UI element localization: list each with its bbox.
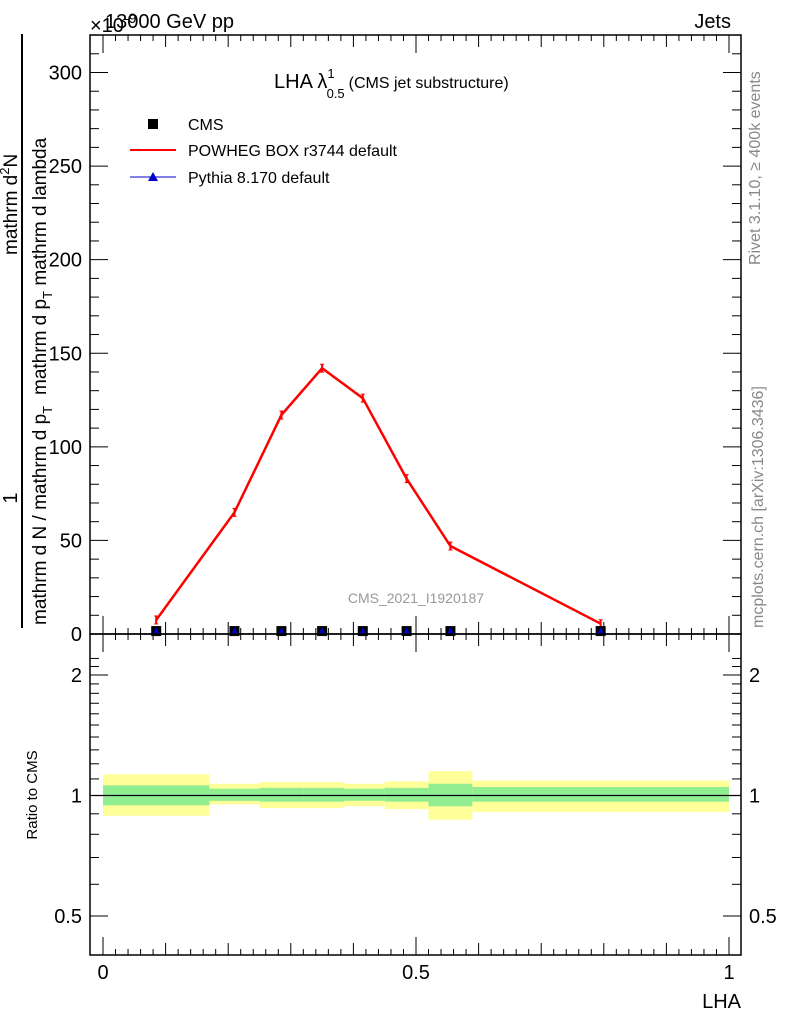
main-data bbox=[151, 363, 606, 637]
legend-label-powheg: POWHEG BOX r3744 default bbox=[188, 143, 398, 160]
ratio-y-label: Ratio to CMS bbox=[24, 750, 41, 839]
y-axis-label: 1 mathrm d N / mathrm d pT mathrm d2N ma… bbox=[0, 34, 55, 628]
ratio-y-tick-label: 1 bbox=[71, 786, 82, 808]
ratio-y-tick-label: 2 bbox=[71, 665, 82, 687]
ylabel-numerator-right: mathrm d2N bbox=[0, 154, 22, 255]
ratio-stat-band bbox=[259, 787, 304, 802]
ratio-stat-band bbox=[344, 788, 385, 801]
energy-label: 13000 GeV pp bbox=[105, 11, 234, 33]
x-axis-label: LHA bbox=[702, 991, 742, 1013]
legend: CMS POWHEG BOX r3744 default Pythia 8.17… bbox=[130, 117, 398, 187]
ylabel-denominator-right: mathrm d pT mathrm d lambda bbox=[30, 137, 55, 395]
exponent-label: ×10-9 bbox=[90, 10, 137, 37]
main-y-tick-label: 100 bbox=[49, 437, 82, 459]
pythia-data-point bbox=[278, 627, 285, 634]
ratio-y-tick-label-right: 0.5 bbox=[749, 906, 777, 928]
pythia-data-point bbox=[447, 627, 454, 634]
pythia-data-point bbox=[231, 627, 238, 634]
pythia-data-point bbox=[359, 627, 366, 634]
ratio-frame bbox=[89, 633, 742, 956]
ratio-bands bbox=[90, 771, 741, 820]
ratio-stat-band bbox=[472, 787, 729, 802]
legend-label-pythia: Pythia 8.170 default bbox=[188, 170, 330, 187]
ratio-stat-band bbox=[303, 787, 345, 802]
main-y-tick-label: 250 bbox=[49, 156, 82, 178]
ratio-y-tick-label-right: 1 bbox=[749, 786, 760, 808]
x-tick-label: 0.5 bbox=[402, 962, 430, 984]
legend-label-cms: CMS bbox=[188, 117, 224, 134]
main-y-tick-label: 0 bbox=[71, 624, 82, 646]
analysis-watermark: CMS_2021_I1920187 bbox=[348, 590, 484, 606]
rivet-label: Rivet 3.1.10, ≥ 400k events bbox=[747, 71, 764, 265]
source-label: mcplots.cern.ch [arXiv:1306.3436] bbox=[750, 386, 767, 628]
ratio-y-tick-label-right: 2 bbox=[749, 665, 760, 687]
pythia-data-point bbox=[403, 627, 410, 634]
process-label: Jets bbox=[694, 11, 731, 33]
main-y-tick-label: 200 bbox=[49, 250, 82, 272]
x-tick-label: 1 bbox=[723, 962, 734, 984]
ratio-ticks: 0.5 0.5 1 1 2 2 0 0.5 1 bbox=[54, 634, 777, 984]
main-y-tick-label: 150 bbox=[49, 343, 82, 365]
x-tick-label: 0 bbox=[97, 962, 108, 984]
main-y-tick-label: 50 bbox=[60, 530, 82, 552]
main-ticks: 0 50 100 150 200 250 300 bbox=[49, 34, 741, 646]
ylabel-denominator-left: mathrm d N / mathrm d pT bbox=[30, 406, 55, 625]
ratio-y-tick-label: 0.5 bbox=[54, 906, 82, 928]
ratio-stat-band bbox=[209, 788, 260, 801]
plot-title: LHA λ1 0.5(CMS jet substructure) bbox=[274, 66, 509, 101]
ylabel-numerator-left: 1 bbox=[0, 492, 22, 503]
pythia-data-point bbox=[597, 627, 604, 634]
main-y-tick-label: 300 bbox=[49, 63, 82, 85]
legend-marker-pythia bbox=[148, 172, 158, 181]
pythia-data-point bbox=[153, 627, 160, 634]
ratio-panel: 0.5 0.5 1 1 2 2 0 0.5 1 Ratio to CMS LHA bbox=[24, 633, 777, 1013]
legend-marker-cms bbox=[148, 119, 158, 129]
series-line-powheg bbox=[155, 366, 602, 625]
ratio-stat-band bbox=[384, 787, 429, 802]
main-panel: 0 50 100 150 200 250 300 LHA λ1 0.5(CMS jet sub… bbox=[49, 34, 742, 646]
pythia-data-point bbox=[319, 627, 326, 634]
